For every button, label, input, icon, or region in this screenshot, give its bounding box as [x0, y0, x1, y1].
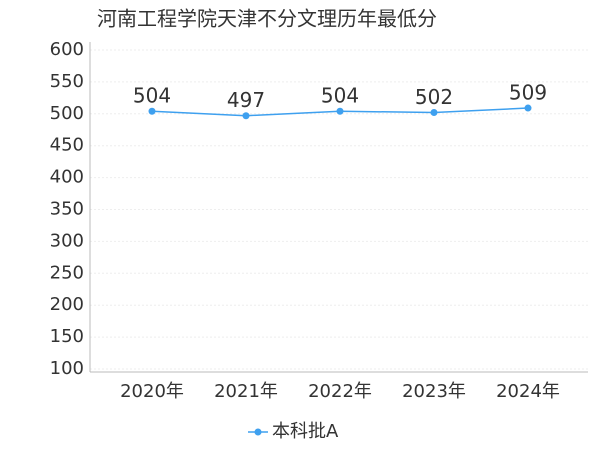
x-tick-label: 2020年	[120, 381, 184, 402]
data-label: 497	[227, 88, 265, 112]
y-tick-label: 150	[50, 326, 84, 347]
x-tick-label: 2022年	[308, 381, 372, 402]
chart-title: 河南工程学院天津不分文理历年最低分	[97, 7, 437, 31]
x-tick-label: 2021年	[214, 381, 278, 402]
y-tick-label: 250	[50, 262, 84, 283]
y-tick-label: 550	[50, 71, 84, 92]
y-tick-label: 100	[50, 358, 84, 379]
point	[242, 112, 250, 120]
point	[336, 107, 344, 115]
x-tick-label: 2023年	[402, 381, 466, 402]
y-tick-label: 500	[50, 103, 84, 124]
point	[430, 109, 438, 117]
data-label: 504	[321, 84, 359, 108]
point	[148, 107, 156, 115]
legend-marker	[254, 428, 262, 436]
y-tick-label: 400	[50, 167, 84, 188]
point	[524, 104, 532, 112]
data-label: 504	[133, 84, 171, 108]
data-label: 509	[509, 81, 547, 105]
y-tick-label: 200	[50, 294, 84, 315]
y-tick-label: 600	[50, 39, 84, 60]
data-label: 502	[415, 85, 453, 109]
legend-label: 本科批A	[272, 421, 339, 442]
y-tick-label: 350	[50, 199, 84, 220]
x-tick-label: 2024年	[496, 381, 560, 402]
y-tick-label: 300	[50, 230, 84, 251]
y-tick-label: 450	[50, 135, 84, 156]
